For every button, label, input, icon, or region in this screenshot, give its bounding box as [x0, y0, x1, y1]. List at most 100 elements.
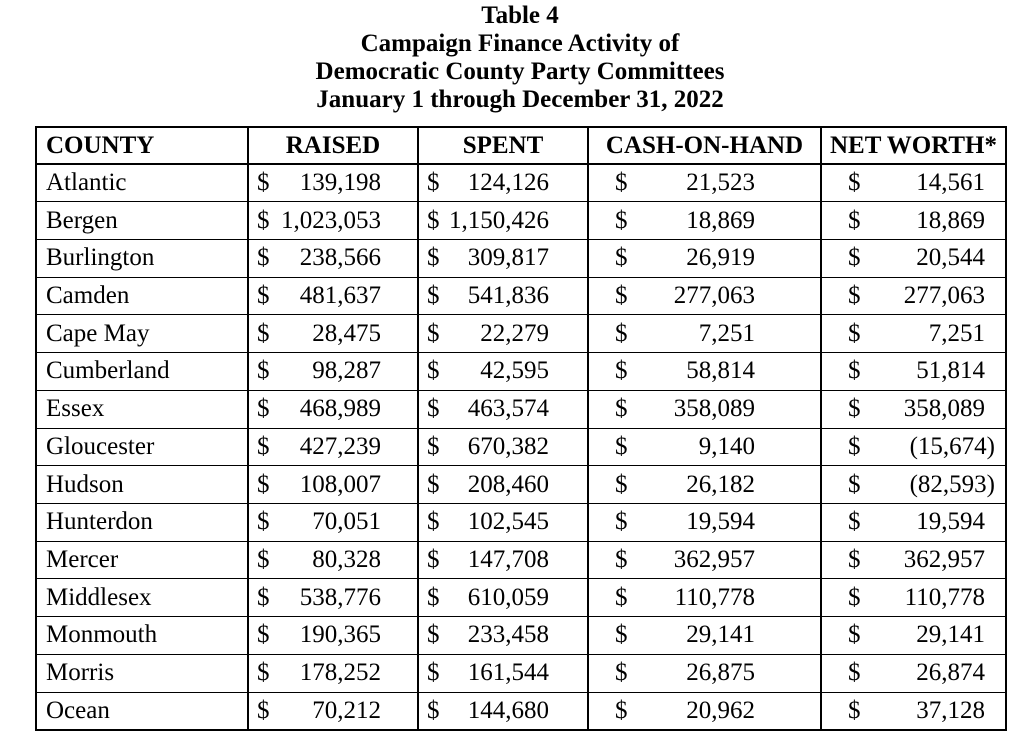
dollar-sign: $	[848, 206, 861, 234]
dollar-sign: $	[848, 282, 861, 310]
raised-cell: $70,212	[247, 691, 419, 731]
cash-on-hand-cell: $362,957	[587, 540, 822, 580]
amount-value: 238,566	[299, 244, 381, 272]
dollar-sign: $	[257, 357, 270, 385]
money-value: $51,814	[823, 357, 1004, 385]
table-title-block: Table 4 Campaign Finance Activity of Dem…	[35, 2, 1005, 114]
money-value: $19,594	[590, 508, 819, 536]
amount-value: 22,279	[480, 319, 549, 347]
money-value: $468,989	[250, 395, 416, 423]
money-value: $238,566	[250, 244, 416, 272]
spent-cell: $22,279	[417, 314, 589, 354]
cash-on-hand-cell: $26,875	[587, 653, 822, 693]
money-value: $481,637	[250, 282, 416, 310]
dollar-sign: $	[257, 206, 270, 234]
amount-value: 208,460	[467, 470, 549, 498]
raised-cell: $1,023,053	[247, 201, 419, 240]
raised-cell: $427,239	[247, 427, 419, 467]
dollar-sign: $	[257, 508, 270, 536]
dollar-sign: $	[848, 244, 861, 272]
amount-value: 610,059	[467, 583, 549, 611]
amount-value: 98,287	[312, 357, 381, 385]
dollar-sign: $	[615, 659, 628, 687]
county-cell: Middlesex	[35, 578, 249, 618]
money-value: $29,141	[590, 621, 819, 649]
county-cell: Ocean	[35, 691, 249, 731]
amount-value: 463,574	[467, 395, 549, 423]
finance-table: COUNTY RAISED SPENT CASH-ON-HAND NET WOR…	[35, 126, 1007, 731]
money-value: $7,251	[590, 320, 819, 348]
spent-cell: $1,150,426	[417, 201, 589, 240]
net-worth-cell: $ (15,674)	[820, 427, 1007, 467]
money-value: $538,776	[250, 584, 416, 612]
money-value: $1,023,053	[250, 206, 416, 235]
amount-value: 468,989	[299, 395, 381, 423]
money-value: $42,595	[420, 357, 586, 385]
money-value: $26,875	[590, 659, 819, 687]
dollar-sign: $	[427, 282, 440, 310]
raised-cell: $481,637	[247, 276, 419, 316]
dollar-sign: $	[615, 583, 628, 611]
dollar-sign: $	[427, 319, 440, 347]
dollar-sign: $	[615, 244, 628, 272]
amount-value: 26,875	[686, 659, 755, 687]
dollar-sign: $	[615, 696, 628, 724]
spent-cell: $161,544	[417, 653, 589, 693]
dollar-sign: $	[257, 169, 270, 197]
cash-on-hand-cell: $26,182	[587, 465, 822, 504]
money-value: $358,089	[823, 395, 1004, 423]
county-cell: Morris	[35, 653, 249, 693]
table-row: Middlesex $538,776 $610,059 $110,778 $110,77…	[35, 578, 1007, 618]
table-row: Burlington $238,566 $309,817 $26,919 $20,544	[35, 238, 1007, 278]
amount-value: (82,593)	[909, 470, 995, 498]
county-cell: Atlantic	[35, 163, 249, 203]
amount-value: 29,141	[686, 621, 755, 649]
spent-cell: $42,595	[417, 352, 589, 391]
cash-on-hand-cell: $29,141	[587, 616, 822, 655]
amount-value: 233,458	[467, 621, 549, 649]
amount-value: 1,023,053	[281, 206, 381, 234]
amount-value: 427,239	[299, 432, 381, 460]
table-row: Camden $481,637 $541,836 $277,063 $277,063	[35, 276, 1007, 316]
cash-on-hand-cell: $110,778	[587, 578, 822, 618]
cash-on-hand-cell: $26,919	[587, 238, 822, 278]
money-value: $108,007	[250, 470, 416, 499]
amount-value: 20,544	[916, 244, 985, 272]
amount-value: 26,919	[686, 244, 755, 272]
amount-value: 190,365	[299, 621, 381, 649]
table-header-row: COUNTY RAISED SPENT CASH-ON-HAND NET WOR…	[35, 126, 1007, 165]
net-worth-cell: $7,251	[820, 314, 1007, 354]
money-value: $37,128	[823, 697, 1004, 725]
county-cell: Essex	[35, 389, 249, 429]
column-header-raised: RAISED	[247, 126, 419, 165]
dollar-sign: $	[848, 432, 861, 460]
money-value: $139,198	[250, 169, 416, 197]
money-value: $541,836	[420, 282, 586, 310]
dollar-sign: $	[615, 470, 628, 498]
dollar-sign: $	[848, 659, 861, 687]
title-line-committees: Democratic County Party Committees	[315, 58, 725, 85]
spent-cell: $208,460	[417, 465, 589, 504]
dollar-sign: $	[615, 169, 628, 197]
dollar-sign: $	[427, 583, 440, 611]
county-cell: Cape May	[35, 314, 249, 354]
raised-cell: $538,776	[247, 578, 419, 618]
money-value: $26,182	[590, 470, 819, 499]
dollar-sign: $	[427, 206, 440, 234]
money-value: $190,365	[250, 621, 416, 649]
county-cell: Burlington	[35, 238, 249, 278]
dollar-sign: $	[257, 395, 270, 423]
table-row: Morris $178,252 $161,544 $26,875 $26,874	[35, 653, 1007, 693]
county-cell: Camden	[35, 276, 249, 316]
county-cell: Hudson	[35, 465, 249, 504]
money-value: $29,141	[823, 621, 1004, 649]
dollar-sign: $	[257, 470, 270, 498]
cash-on-hand-cell: $7,251	[587, 314, 822, 354]
amount-value: 26,874	[916, 659, 985, 687]
amount-value: 362,957	[903, 546, 985, 574]
dollar-sign: $	[615, 432, 628, 460]
column-header-spent: SPENT	[417, 126, 589, 165]
county-cell: Hunterdon	[35, 502, 249, 542]
money-value: $161,544	[420, 659, 586, 687]
dollar-sign: $	[257, 319, 270, 347]
